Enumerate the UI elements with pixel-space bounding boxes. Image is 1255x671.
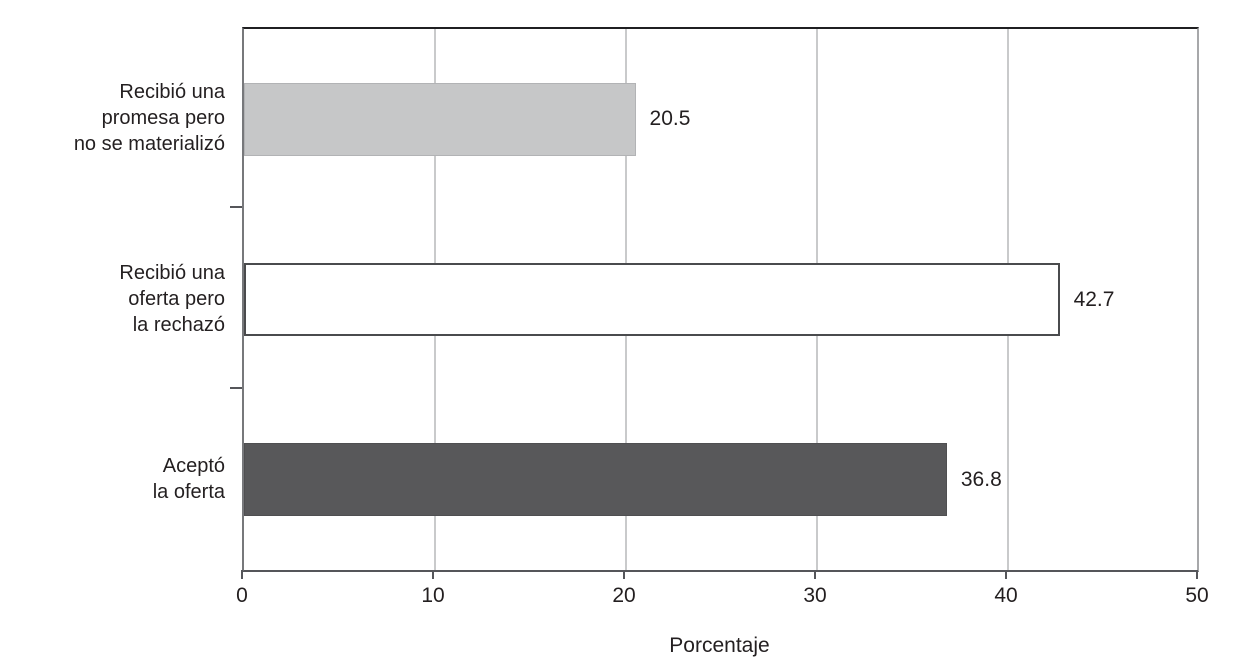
bar-row: 42.7 [244, 263, 1197, 336]
x-axis-tick [814, 570, 816, 579]
plot-area: 20.5 42.7 36.8 [242, 27, 1199, 572]
x-tick-label: 50 [1185, 584, 1209, 607]
x-axis-title: Porcentaje [669, 634, 770, 657]
y-axis-tick [230, 386, 242, 389]
x-tick-label: 20 [612, 584, 636, 607]
x-tick-label: 30 [803, 584, 827, 607]
x-axis-tick [623, 570, 625, 579]
category-label: Aceptó la oferta [152, 454, 225, 503]
bar-value-label: 20.5 [649, 107, 691, 131]
x-axis-tick [1196, 570, 1198, 579]
bar-value-label: 36.8 [960, 467, 1002, 491]
category-label: Recibió una promesa pero no se materiali… [73, 81, 225, 156]
x-axis-tick [1005, 570, 1007, 579]
y-axis-tick [230, 206, 242, 209]
bar-row: 20.5 [244, 82, 1197, 156]
bar-value-label: 42.7 [1073, 287, 1115, 311]
x-tick-label: 40 [994, 584, 1018, 607]
bar [244, 82, 636, 156]
bar-row: 36.8 [244, 443, 1197, 517]
x-axis-tick [241, 570, 243, 579]
bar [244, 443, 947, 517]
x-axis-tick [432, 570, 434, 579]
category-label: Recibió una oferta pero la rechazó [119, 261, 225, 336]
bar [244, 263, 1060, 336]
x-tick-label: 0 [236, 584, 248, 607]
x-tick-label: 10 [421, 584, 445, 607]
